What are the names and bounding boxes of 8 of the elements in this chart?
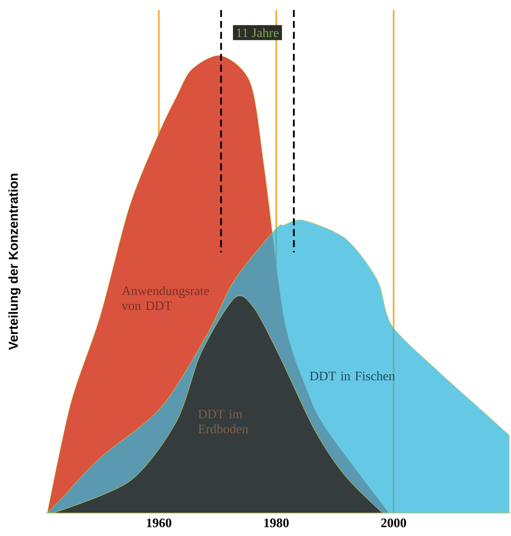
series-label: DDT im Erdboden	[198, 410, 248, 434]
text: 11 Jahre	[237, 28, 279, 38]
series-label: DDT in Fischen	[310, 371, 395, 380]
x-tick-label: 2000	[381, 518, 406, 528]
x-tick-label: 1960	[146, 518, 172, 528]
series-label: Anwendungsrate von DDT	[122, 286, 209, 310]
x-tick-label: 1980	[264, 518, 289, 528]
y-axis-title: Verteilung der Konzentration	[8, 174, 21, 350]
